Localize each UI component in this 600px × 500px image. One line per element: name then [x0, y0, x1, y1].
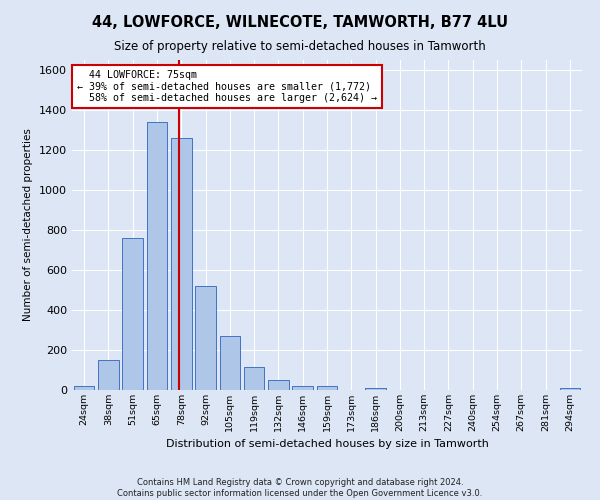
Y-axis label: Number of semi-detached properties: Number of semi-detached properties	[23, 128, 34, 322]
Bar	[195, 286, 216, 390]
Bar	[244, 367, 265, 390]
Bar	[317, 386, 337, 390]
Bar	[560, 388, 580, 390]
Bar	[220, 336, 240, 390]
Bar	[171, 138, 191, 390]
Bar	[268, 380, 289, 390]
Bar	[122, 238, 143, 390]
Bar	[98, 360, 119, 390]
Bar	[292, 386, 313, 390]
Text: 44 LOWFORCE: 75sqm
← 39% of semi-detached houses are smaller (1,772)
  58% of se: 44 LOWFORCE: 75sqm ← 39% of semi-detache…	[77, 70, 377, 103]
Text: 44, LOWFORCE, WILNECOTE, TAMWORTH, B77 4LU: 44, LOWFORCE, WILNECOTE, TAMWORTH, B77 4…	[92, 15, 508, 30]
Text: Contains HM Land Registry data © Crown copyright and database right 2024.
Contai: Contains HM Land Registry data © Crown c…	[118, 478, 482, 498]
Bar	[365, 388, 386, 390]
Bar	[146, 122, 167, 390]
X-axis label: Distribution of semi-detached houses by size in Tamworth: Distribution of semi-detached houses by …	[166, 440, 488, 450]
Bar	[74, 386, 94, 390]
Text: Size of property relative to semi-detached houses in Tamworth: Size of property relative to semi-detach…	[114, 40, 486, 53]
